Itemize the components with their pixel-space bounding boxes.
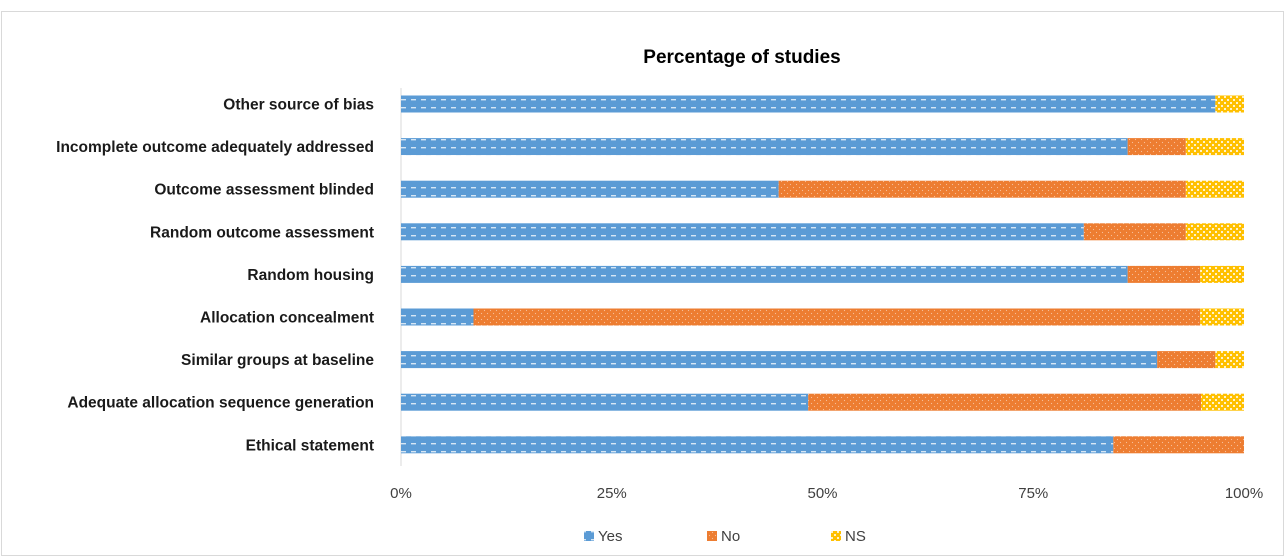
- bar-segment-no: [1157, 351, 1216, 369]
- bar-segment-ns: [1185, 223, 1244, 241]
- bar-segment-yes: [401, 393, 809, 411]
- category-label: Outcome assessment blinded: [154, 182, 374, 199]
- legend-swatch-yes: [584, 531, 594, 541]
- category-label: Random outcome assessment: [150, 224, 374, 241]
- x-tick-label: 0%: [390, 485, 412, 502]
- legend-label-no: No: [721, 528, 740, 545]
- legend-label-ns: NS: [845, 528, 866, 545]
- bar-segment-yes: [401, 265, 1128, 283]
- category-label: Other source of bias: [223, 97, 374, 114]
- bar-segment-no: [1083, 223, 1186, 241]
- category-label: Incomplete outcome adequately addressed: [56, 139, 374, 156]
- bar-segment-yes: [401, 308, 474, 326]
- bars-group: [401, 95, 1244, 454]
- x-tick-labels: 0% 25% 50% 75% 100%: [390, 485, 1263, 502]
- bar-segment-ns: [1185, 138, 1244, 156]
- bar-segment-yes: [401, 351, 1158, 369]
- bar-segment-yes: [401, 223, 1084, 241]
- legend-swatch-ns: [831, 531, 841, 541]
- category-label: Random housing: [247, 267, 374, 284]
- bar-segment-ns: [1215, 351, 1244, 369]
- category-label: Similar groups at baseline: [181, 352, 374, 369]
- bar-segment-ns: [1215, 95, 1244, 113]
- category-label: Adequate allocation sequence generation: [67, 395, 374, 412]
- bar-segment-no: [778, 180, 1186, 198]
- bar-segment-ns: [1200, 265, 1244, 283]
- bar-segment-yes: [401, 180, 779, 198]
- bar-segment-no: [1127, 138, 1186, 156]
- chart-title: Percentage of studies: [643, 47, 840, 68]
- category-label: Ethical statement: [246, 437, 374, 454]
- legend: Yes No NS: [584, 528, 866, 545]
- bar-segment-ns: [1185, 180, 1244, 198]
- bar-segment-yes: [401, 436, 1114, 454]
- bar-segment-yes: [401, 95, 1216, 113]
- legend-swatch-no: [707, 531, 717, 541]
- bar-segment-ns: [1200, 308, 1244, 326]
- category-labels: Other source of bias Incomplete outcome a…: [56, 97, 374, 455]
- bar-segment-no: [473, 308, 1201, 326]
- bar-segment-no: [1113, 436, 1244, 454]
- x-tick-label: 100%: [1225, 485, 1263, 502]
- bar-segment-no: [808, 393, 1202, 411]
- x-tick-label: 50%: [807, 485, 837, 502]
- bar-segment-ns: [1201, 393, 1244, 411]
- legend-label-yes: Yes: [598, 528, 622, 545]
- x-tick-label: 75%: [1018, 485, 1048, 502]
- category-label: Allocation concealment: [200, 310, 374, 327]
- bar-segment-yes: [401, 138, 1128, 156]
- x-tick-label: 25%: [597, 485, 627, 502]
- bar-segment-no: [1127, 265, 1201, 283]
